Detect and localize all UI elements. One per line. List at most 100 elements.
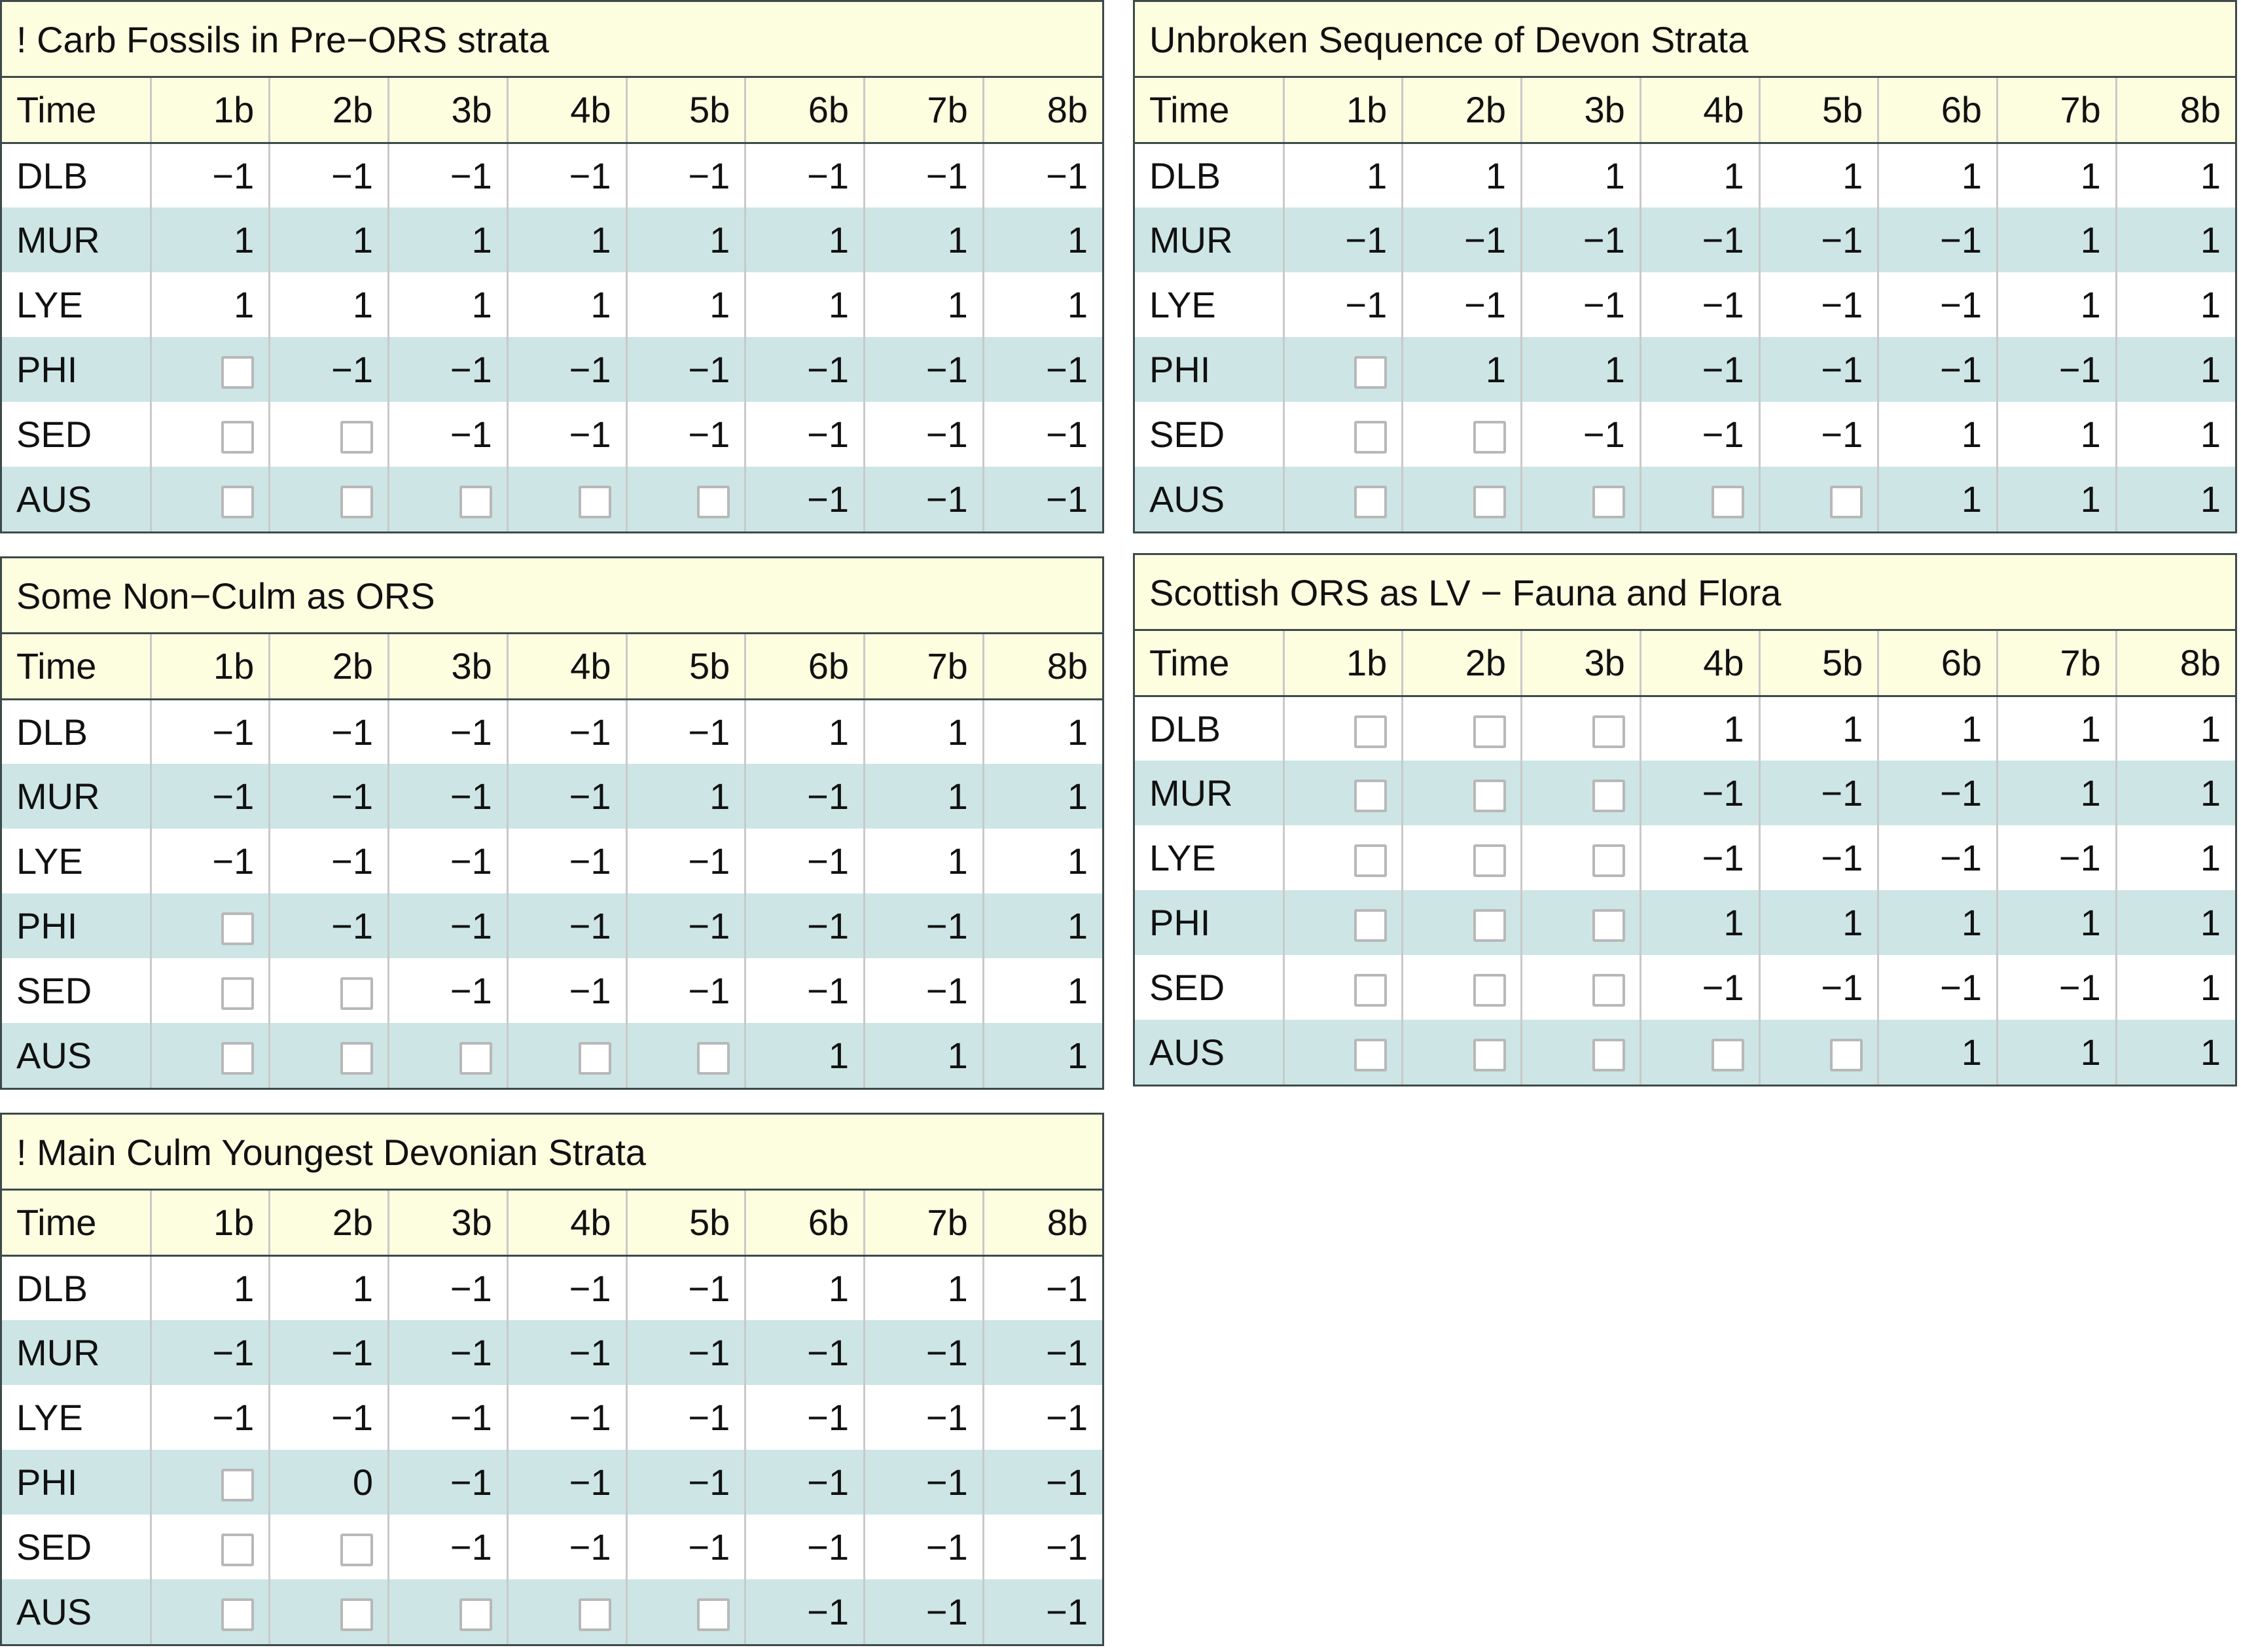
empty-checkbox[interactable] xyxy=(221,1469,255,1502)
empty-checkbox[interactable] xyxy=(578,1042,611,1075)
empty-checkbox[interactable] xyxy=(1830,486,1863,519)
empty-checkbox[interactable] xyxy=(221,486,255,519)
value-cell: −1 xyxy=(744,829,865,893)
empty-checkbox[interactable] xyxy=(1354,909,1388,943)
empty-checkbox[interactable] xyxy=(1473,486,1506,519)
empty-checkbox[interactable] xyxy=(1592,780,1625,813)
empty-checkbox[interactable] xyxy=(578,1598,611,1632)
empty-checkbox[interactable] xyxy=(340,1534,373,1567)
empty-checkbox[interactable] xyxy=(697,1042,730,1075)
table-row: DLB −1 −1 −1 −1 −1 −1 −1 −1 xyxy=(2,143,1102,207)
value-cell: 1 xyxy=(268,1255,389,1320)
empty-checkbox[interactable] xyxy=(1354,421,1388,454)
value-cell: −1 xyxy=(268,143,389,207)
table-row: AUS 1 1 1 xyxy=(2,1023,1102,1088)
value-cell: 1 xyxy=(1996,143,2117,207)
value-cell: −1 xyxy=(387,699,508,764)
column-header-1b: 1b xyxy=(1282,78,1403,144)
empty-checkbox[interactable] xyxy=(1473,421,1506,454)
value-cell: −1 xyxy=(863,1450,984,1515)
empty-checkbox[interactable] xyxy=(1592,909,1625,943)
checkbox-cell xyxy=(149,1450,270,1515)
checkbox-cell xyxy=(1401,955,1522,1020)
table-row: MUR 1 1 1 1 1 1 1 1 xyxy=(2,207,1102,272)
empty-checkbox[interactable] xyxy=(1473,974,1506,1007)
panel-title: Some Non−Culm as ORS xyxy=(2,558,1102,634)
row-label: DLB xyxy=(1149,154,1221,196)
value-cell: 1 xyxy=(1996,890,2117,955)
checkbox-cell xyxy=(1282,761,1403,825)
empty-checkbox[interactable] xyxy=(1473,844,1506,878)
empty-checkbox[interactable] xyxy=(1354,780,1388,813)
table-row: LYE 1 1 1 1 1 1 1 1 xyxy=(2,272,1102,337)
empty-checkbox[interactable] xyxy=(1354,356,1388,389)
value-cell: −1 xyxy=(387,1320,508,1385)
empty-checkbox[interactable] xyxy=(1354,974,1388,1007)
value-cell: −1 xyxy=(1639,825,1759,890)
empty-checkbox[interactable] xyxy=(340,421,373,454)
empty-checkbox[interactable] xyxy=(459,1042,492,1075)
value-cell: −1 xyxy=(625,337,745,402)
value-cell: 1 xyxy=(982,699,1102,764)
value-cell: −1 xyxy=(1758,207,1878,272)
empty-checkbox[interactable] xyxy=(221,1534,255,1567)
table-row: DLB −1 −1 −1 −1 −1 1 1 1 xyxy=(2,699,1102,764)
checkbox-cell xyxy=(268,958,389,1023)
empty-checkbox[interactable] xyxy=(578,486,611,519)
value-cell: 1 xyxy=(863,699,984,764)
empty-checkbox[interactable] xyxy=(340,977,373,1011)
value-cell: 1 xyxy=(2115,955,2235,1020)
row-label: LYE xyxy=(1149,284,1216,325)
checkbox-cell xyxy=(1639,467,1759,531)
empty-checkbox[interactable] xyxy=(221,977,255,1011)
empty-checkbox[interactable] xyxy=(1473,909,1506,943)
value-cell: 0 xyxy=(268,1450,389,1515)
empty-checkbox[interactable] xyxy=(340,486,373,519)
value-cell: −1 xyxy=(863,467,984,531)
empty-checkbox[interactable] xyxy=(459,486,492,519)
empty-checkbox[interactable] xyxy=(221,421,255,454)
empty-checkbox[interactable] xyxy=(1473,715,1506,748)
empty-checkbox[interactable] xyxy=(1592,715,1625,748)
panel-title: Unbroken Sequence of Devon Strata xyxy=(1135,2,2235,78)
empty-checkbox[interactable] xyxy=(221,1598,255,1632)
value-cell: 1 xyxy=(2115,825,2235,890)
empty-checkbox[interactable] xyxy=(1354,486,1388,519)
empty-checkbox[interactable] xyxy=(697,1598,730,1632)
header-row: Time 1b 2b 3b 4b 5b 6b 7b 8b xyxy=(2,634,1102,700)
header-row: Time 1b 2b 3b 4b 5b 6b 7b 8b xyxy=(1135,78,2235,144)
value-cell: −1 xyxy=(1758,761,1878,825)
empty-checkbox[interactable] xyxy=(1711,486,1744,519)
value-cell: 1 xyxy=(1877,467,1998,531)
checkbox-cell xyxy=(1401,1020,1522,1085)
value-cell: −1 xyxy=(387,829,508,893)
empty-checkbox[interactable] xyxy=(1830,1039,1863,1072)
empty-checkbox[interactable] xyxy=(340,1598,373,1632)
empty-checkbox[interactable] xyxy=(1354,1039,1388,1072)
header-row: Time 1b 2b 3b 4b 5b 6b 7b 8b xyxy=(2,78,1102,144)
empty-checkbox[interactable] xyxy=(1473,1039,1506,1072)
empty-checkbox[interactable] xyxy=(340,1042,373,1075)
column-header-6b: 6b xyxy=(744,78,865,144)
empty-checkbox[interactable] xyxy=(1473,780,1506,813)
value-cell: −1 xyxy=(982,402,1102,467)
table-row: LYE −1 −1 −1 −1 −1 −1 1 1 xyxy=(2,829,1102,893)
empty-checkbox[interactable] xyxy=(459,1598,492,1632)
value-cell: 1 xyxy=(1877,696,1998,761)
empty-checkbox[interactable] xyxy=(1592,486,1625,519)
empty-checkbox[interactable] xyxy=(1592,974,1625,1007)
empty-checkbox[interactable] xyxy=(1711,1039,1744,1072)
checkbox-cell xyxy=(1520,955,1641,1020)
empty-checkbox[interactable] xyxy=(1354,844,1388,878)
empty-checkbox[interactable] xyxy=(1592,1039,1625,1072)
value-cell: −1 xyxy=(744,337,865,402)
checkbox-cell xyxy=(1520,467,1641,531)
empty-checkbox[interactable] xyxy=(221,356,255,389)
empty-checkbox[interactable] xyxy=(1354,715,1388,748)
value-cell: 1 xyxy=(982,893,1102,958)
table-row: DLB 1 1 1 1 1 xyxy=(1135,696,2235,761)
empty-checkbox[interactable] xyxy=(1592,844,1625,878)
empty-checkbox[interactable] xyxy=(221,1042,255,1075)
empty-checkbox[interactable] xyxy=(697,486,730,519)
empty-checkbox[interactable] xyxy=(221,912,255,946)
